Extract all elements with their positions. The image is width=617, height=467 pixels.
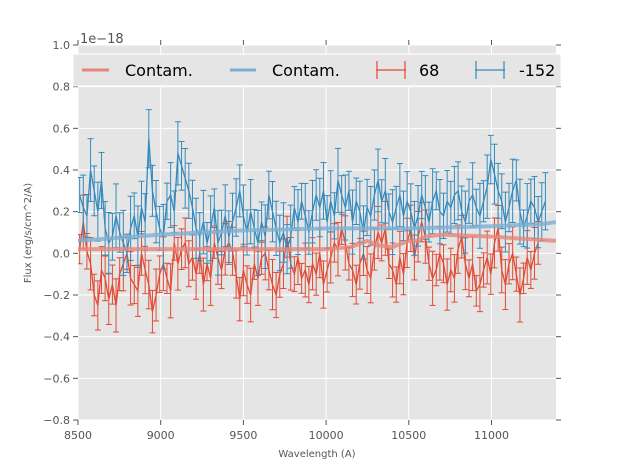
x-tick-label: 10500 [391, 429, 426, 442]
legend-label-contam-blue: Contam. [272, 61, 340, 80]
y-tick-label: 0.0 [53, 247, 71, 260]
y-tick-label: 0.2 [53, 206, 71, 219]
y-tick-label: −0.2 [43, 289, 70, 302]
legend-box [72, 53, 562, 87]
y-tick-label: 1.0 [53, 39, 71, 52]
y-tick-label: 0.4 [53, 164, 71, 177]
x-tick-label: 9000 [147, 429, 175, 442]
x-tick-label: 8500 [64, 429, 92, 442]
plot-background [78, 45, 556, 420]
series-layer [78, 109, 556, 334]
legend-swatch-152 [475, 61, 505, 79]
y-tick-label: 0.6 [53, 122, 71, 135]
x-tick-label: 11000 [474, 429, 509, 442]
x-axis-label: Wavelength (A) [278, 449, 355, 460]
x-tick-label: 9500 [229, 429, 257, 442]
legend-swatch-68 [376, 61, 406, 79]
axis-ticks: 8500 9000 9500 10000 10500 11000 −0.8 −0.6 −0.4 −… [43, 39, 561, 442]
legend-label-68: 68 [419, 61, 439, 80]
series-contamination-1 [78, 220, 556, 243]
contamination-line [78, 232, 556, 252]
contamination-line [78, 220, 556, 243]
y-tick-label: 0.8 [53, 81, 71, 94]
y-tick-label: −0.6 [43, 372, 70, 385]
legend-label-152: -152 [519, 61, 555, 80]
x-tick-label: 10000 [309, 429, 344, 442]
y-offset-text: 1e−18 [80, 32, 124, 47]
y-tick-label: −0.4 [43, 331, 70, 344]
series-contamination-0 [78, 232, 556, 252]
y-axis-label: Flux (erg/s/cm^2/A) [23, 183, 34, 283]
legend-label-contam-red: Contam. [125, 61, 193, 80]
y-tick-label: −0.8 [43, 414, 70, 427]
legend: Contam. Contam. 68 -152 [72, 53, 562, 87]
spectrum-line [79, 138, 547, 254]
